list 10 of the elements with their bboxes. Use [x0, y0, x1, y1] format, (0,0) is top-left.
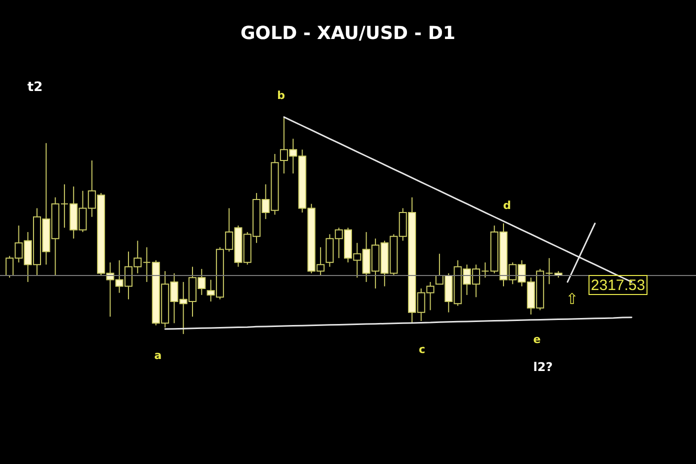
annotation: 2317.53	[590, 277, 646, 294]
text: c	[418, 343, 426, 356]
text: b	[277, 89, 286, 102]
chart-title: GOLD - XAU/USD - D1	[240, 23, 456, 44]
annotation: ⇧	[566, 290, 578, 308]
text: l2?	[533, 360, 553, 374]
text: a	[154, 349, 162, 362]
text: t2	[27, 80, 43, 95]
annotation: e	[533, 333, 541, 346]
annotation: d	[503, 199, 511, 212]
